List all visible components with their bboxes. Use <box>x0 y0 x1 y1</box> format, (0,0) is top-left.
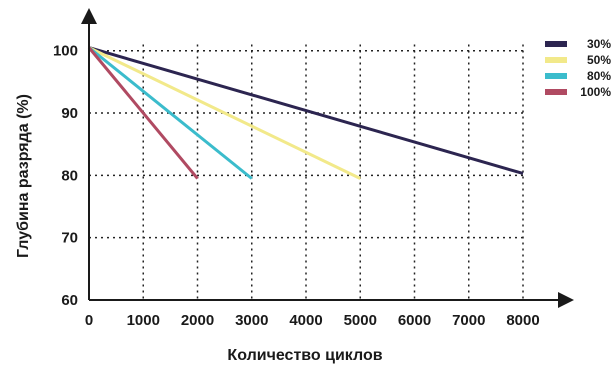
legend-label: 30% <box>587 37 611 51</box>
legend-label: 80% <box>587 69 611 83</box>
legend-swatch <box>545 73 567 79</box>
x-tick-label: 4000 <box>289 312 322 329</box>
y-tick-label: 80 <box>61 167 78 184</box>
y-tick-label: 100 <box>53 43 78 60</box>
x-axis-arrow <box>558 292 574 308</box>
x-tick-label: 1000 <box>127 312 160 329</box>
x-tick-label: 0 <box>85 312 93 329</box>
legend-swatch <box>545 89 567 95</box>
series-line <box>88 46 361 180</box>
x-axis-title: Количество циклов <box>227 347 382 364</box>
x-tick-label: 2000 <box>181 312 214 329</box>
legend-label: 50% <box>587 53 611 67</box>
axes <box>81 8 574 308</box>
legend-swatch <box>545 57 567 63</box>
x-tick-label: 5000 <box>344 312 377 329</box>
x-tick-label: 3000 <box>235 312 268 329</box>
grid <box>89 44 524 300</box>
tick-labels: 0 1000 2000 3000 4000 5000 6000 7000 8000 60 70 80 9… <box>53 43 540 329</box>
y-tick-label: 90 <box>61 105 78 122</box>
series-line <box>88 46 524 175</box>
legend: 30% 50% 80% 100% <box>545 37 611 99</box>
y-axis-arrow <box>81 8 97 24</box>
y-tick-label: 60 <box>61 292 78 309</box>
x-tick-label: 7000 <box>452 312 485 329</box>
legend-swatch <box>545 41 567 47</box>
series-line <box>88 46 253 180</box>
x-tick-label: 8000 <box>506 312 539 329</box>
series-lines <box>87 46 524 180</box>
y-tick-label: 70 <box>61 230 78 247</box>
series-line <box>87 46 199 180</box>
legend-label: 100% <box>580 85 611 99</box>
y-axis-title: Глубина разряда (%) <box>15 94 32 258</box>
x-tick-label: 6000 <box>398 312 431 329</box>
